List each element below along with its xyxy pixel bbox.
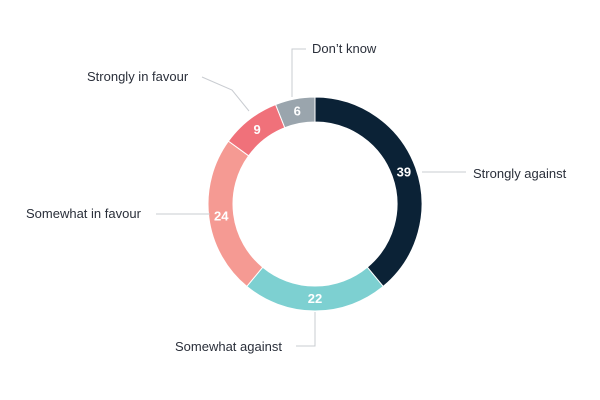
value-label-strongly-against: 39 [397, 164, 411, 179]
segment-strongly-against [314, 96, 423, 288]
category-label-strongly-against: Strongly against [473, 166, 567, 181]
segment-dont-know [274, 96, 316, 129]
category-labels: Strongly against Somewhat against Somewhat… [26, 41, 567, 354]
leader-line-somewhat-against [296, 312, 316, 347]
value-label-dont-know: 6 [294, 104, 301, 119]
category-label-strongly-in-favour: Strongly in favour [87, 69, 189, 84]
leader-line-dont-know [291, 48, 306, 97]
category-label-dont-know: Don’t know [312, 41, 377, 56]
value-label-somewhat-in-favour: 24 [214, 208, 229, 223]
value-label-somewhat-against: 22 [308, 291, 322, 306]
value-label-strongly-in-favour: 9 [253, 122, 260, 137]
leader-lines [156, 48, 466, 347]
value-labels: 39 22 24 9 6 [214, 104, 411, 306]
category-label-somewhat-in-favour: Somewhat in favour [26, 206, 142, 221]
leader-line-strongly-in-favour [201, 76, 250, 112]
category-label-somewhat-against: Somewhat against [175, 339, 282, 354]
donut-segments [207, 96, 423, 312]
